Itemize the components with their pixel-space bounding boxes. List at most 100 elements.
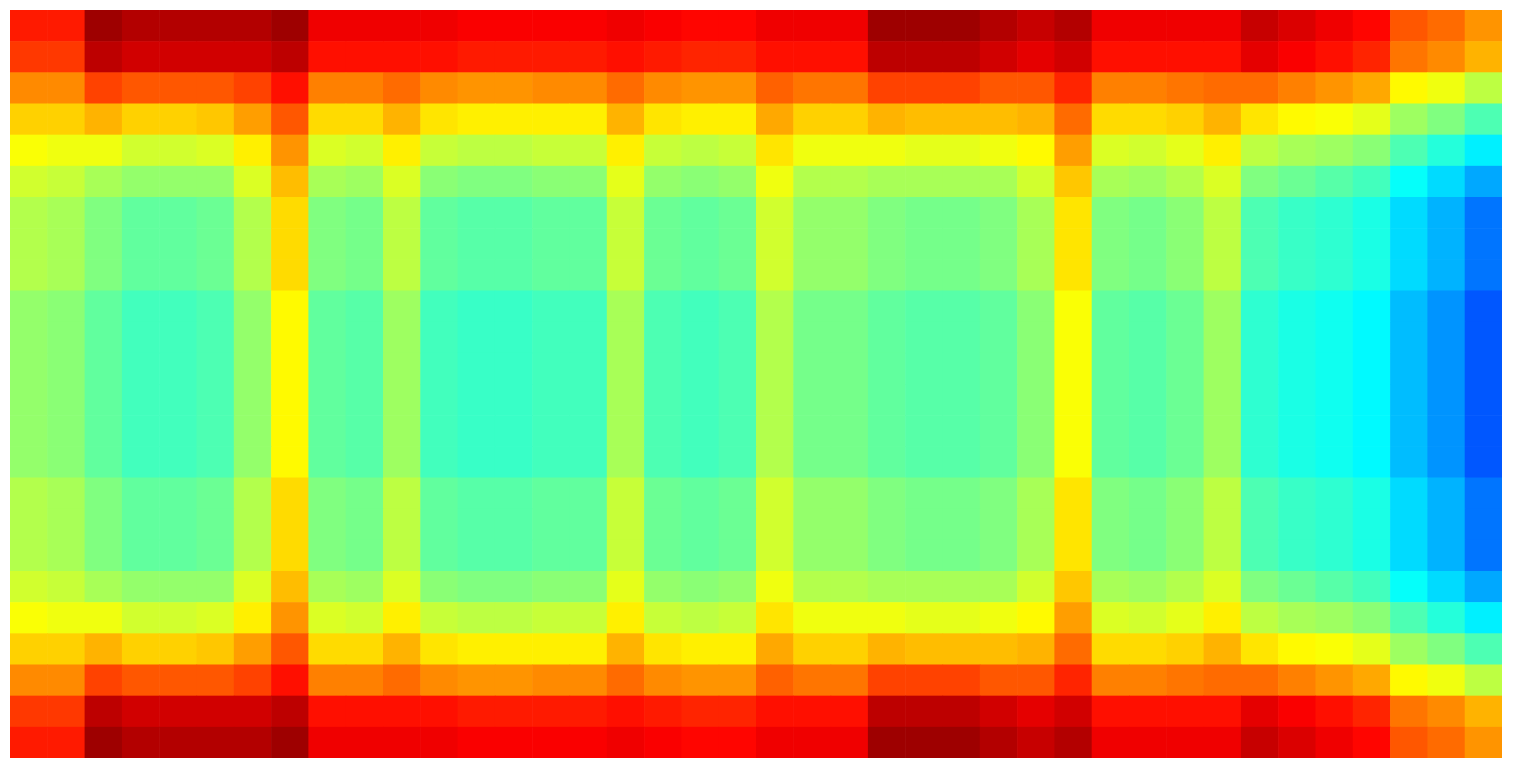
heatmap-cell — [719, 41, 757, 73]
heatmap-cell — [570, 415, 608, 447]
heatmap-cell — [868, 696, 906, 728]
heatmap-cell — [756, 665, 794, 697]
heatmap-cell — [346, 415, 384, 447]
heatmap-cell — [10, 665, 48, 697]
heatmap-cell — [1017, 633, 1055, 665]
heatmap-cell — [1278, 727, 1316, 758]
heatmap-cell — [495, 41, 533, 73]
heatmap-cell — [1092, 509, 1130, 541]
heatmap-cell — [719, 509, 757, 541]
heatmap-cell — [234, 166, 272, 198]
heatmap-cell — [1204, 135, 1242, 167]
heatmap-cell — [420, 166, 458, 198]
heatmap-cell — [234, 259, 272, 291]
heatmap-cell — [607, 696, 645, 728]
heatmap-cell — [10, 384, 48, 416]
heatmap-cell — [831, 384, 869, 416]
heatmap-cell — [1204, 228, 1242, 260]
heatmap-cell — [831, 197, 869, 229]
heatmap-cell — [1129, 197, 1167, 229]
heatmap-cell — [47, 353, 85, 385]
heatmap-cell — [570, 291, 608, 323]
heatmap-cell — [868, 353, 906, 385]
heatmap-cell — [1278, 478, 1316, 510]
heatmap-cell — [1129, 727, 1167, 758]
heatmap-cell — [85, 633, 123, 665]
heatmap-cell — [681, 665, 719, 697]
heatmap-cell — [122, 322, 160, 354]
heatmap-cell — [681, 41, 719, 73]
heatmap-cell — [1166, 10, 1204, 42]
heatmap-cell — [644, 166, 682, 198]
heatmap-cell — [122, 166, 160, 198]
heatmap-cell — [868, 509, 906, 541]
heatmap-cell — [458, 197, 496, 229]
heatmap-cell — [1390, 291, 1428, 323]
heatmap-cell — [1054, 665, 1092, 697]
heatmap-cell — [1278, 72, 1316, 104]
heatmap-cell — [868, 72, 906, 104]
heatmap-cell — [495, 727, 533, 758]
heatmap-cell — [943, 104, 981, 136]
heatmap-cell — [122, 10, 160, 42]
heatmap-cell — [532, 602, 570, 634]
heatmap-cell — [495, 72, 533, 104]
heatmap-cell — [271, 665, 309, 697]
heatmap-cell — [1427, 228, 1465, 260]
heatmap-cell — [85, 291, 123, 323]
heatmap-cell — [532, 291, 570, 323]
heatmap-cell — [1241, 696, 1279, 728]
heatmap-cell — [1390, 72, 1428, 104]
heatmap-cell — [1092, 166, 1130, 198]
heatmap-cell — [10, 727, 48, 758]
heatmap-cell — [159, 135, 197, 167]
heatmap-cell — [308, 665, 346, 697]
heatmap-cell — [607, 665, 645, 697]
heatmap-cell — [607, 727, 645, 758]
heatmap-cell — [1465, 228, 1502, 260]
heatmap-cell — [346, 322, 384, 354]
heatmap-cell — [644, 259, 682, 291]
heatmap-cell — [1316, 727, 1354, 758]
heatmap-cell — [159, 696, 197, 728]
heatmap-cell — [1017, 509, 1055, 541]
heatmap-cell — [271, 478, 309, 510]
heatmap-cell — [1465, 166, 1502, 198]
heatmap-cell — [1316, 633, 1354, 665]
heatmap-cell — [1241, 259, 1279, 291]
heatmap-cell — [1278, 509, 1316, 541]
heatmap-cell — [10, 322, 48, 354]
heatmap-cell — [1129, 228, 1167, 260]
heatmap-cell — [681, 446, 719, 478]
heatmap-cell — [234, 384, 272, 416]
heatmap-cell — [681, 384, 719, 416]
heatmap-cell — [383, 197, 421, 229]
heatmap-cell — [197, 322, 235, 354]
heatmap-cell — [1278, 291, 1316, 323]
heatmap-cell — [532, 197, 570, 229]
heatmap-cell — [868, 384, 906, 416]
heatmap-cell — [159, 540, 197, 572]
heatmap-cell — [197, 696, 235, 728]
heatmap-cell — [159, 727, 197, 758]
heatmap-cell — [1353, 727, 1391, 758]
heatmap-cell — [905, 41, 943, 73]
heatmap-cell — [420, 322, 458, 354]
heatmap-cell — [1092, 384, 1130, 416]
heatmap-cell — [1390, 322, 1428, 354]
heatmap-cell — [532, 633, 570, 665]
heatmap-cell — [1204, 259, 1242, 291]
heatmap-cell — [719, 446, 757, 478]
heatmap-cell — [1427, 166, 1465, 198]
heatmap-cell — [458, 291, 496, 323]
heatmap-cell — [532, 540, 570, 572]
heatmap-cell — [122, 446, 160, 478]
heatmap-cell — [159, 415, 197, 447]
heatmap-cell — [234, 197, 272, 229]
heatmap-cell — [420, 228, 458, 260]
heatmap-cell — [570, 353, 608, 385]
heatmap-cell — [1129, 104, 1167, 136]
heatmap-cell — [346, 228, 384, 260]
heatmap-cell — [644, 633, 682, 665]
heatmap-cell — [197, 665, 235, 697]
